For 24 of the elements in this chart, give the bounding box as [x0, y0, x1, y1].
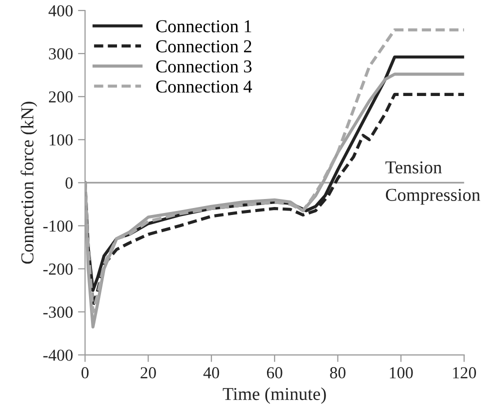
y-tick-label: 200 [48, 91, 73, 103]
legend-label: Connection 4 [156, 80, 252, 93]
y-tick-label: 400 [48, 5, 73, 16]
legend-label: Connection 3 [156, 60, 252, 73]
legend-label: Connection 2 [156, 40, 252, 52]
y-tick-label: 100 [50, 134, 73, 146]
y-tick-label: 0 [66, 177, 73, 189]
y-tick-label: 300 [49, 48, 73, 60]
annotation: Compression [386, 188, 480, 205]
y-axis-title: Connection force (kN) [20, 102, 38, 264]
y-tick-label: -300 [43, 306, 73, 318]
legend-label: Connection 1 [156, 20, 252, 32]
x-tick-label: 0 [82, 367, 89, 378]
y-tick-label: -200 [43, 264, 73, 275]
y-tick-label: -400 [43, 350, 73, 361]
y-tick-label: -100 [43, 220, 73, 232]
x-tick-label: 60 [266, 367, 282, 378]
x-axis-title: Time (minute) [222, 387, 326, 404]
x-tick-label: 40 [203, 367, 220, 378]
x-tick-label: 20 [140, 367, 156, 378]
x-tick-label: 80 [330, 367, 346, 378]
x-tick-label: 120 [453, 367, 476, 378]
x-tick-label: 100 [390, 367, 413, 378]
annotation: Tension [385, 161, 442, 174]
